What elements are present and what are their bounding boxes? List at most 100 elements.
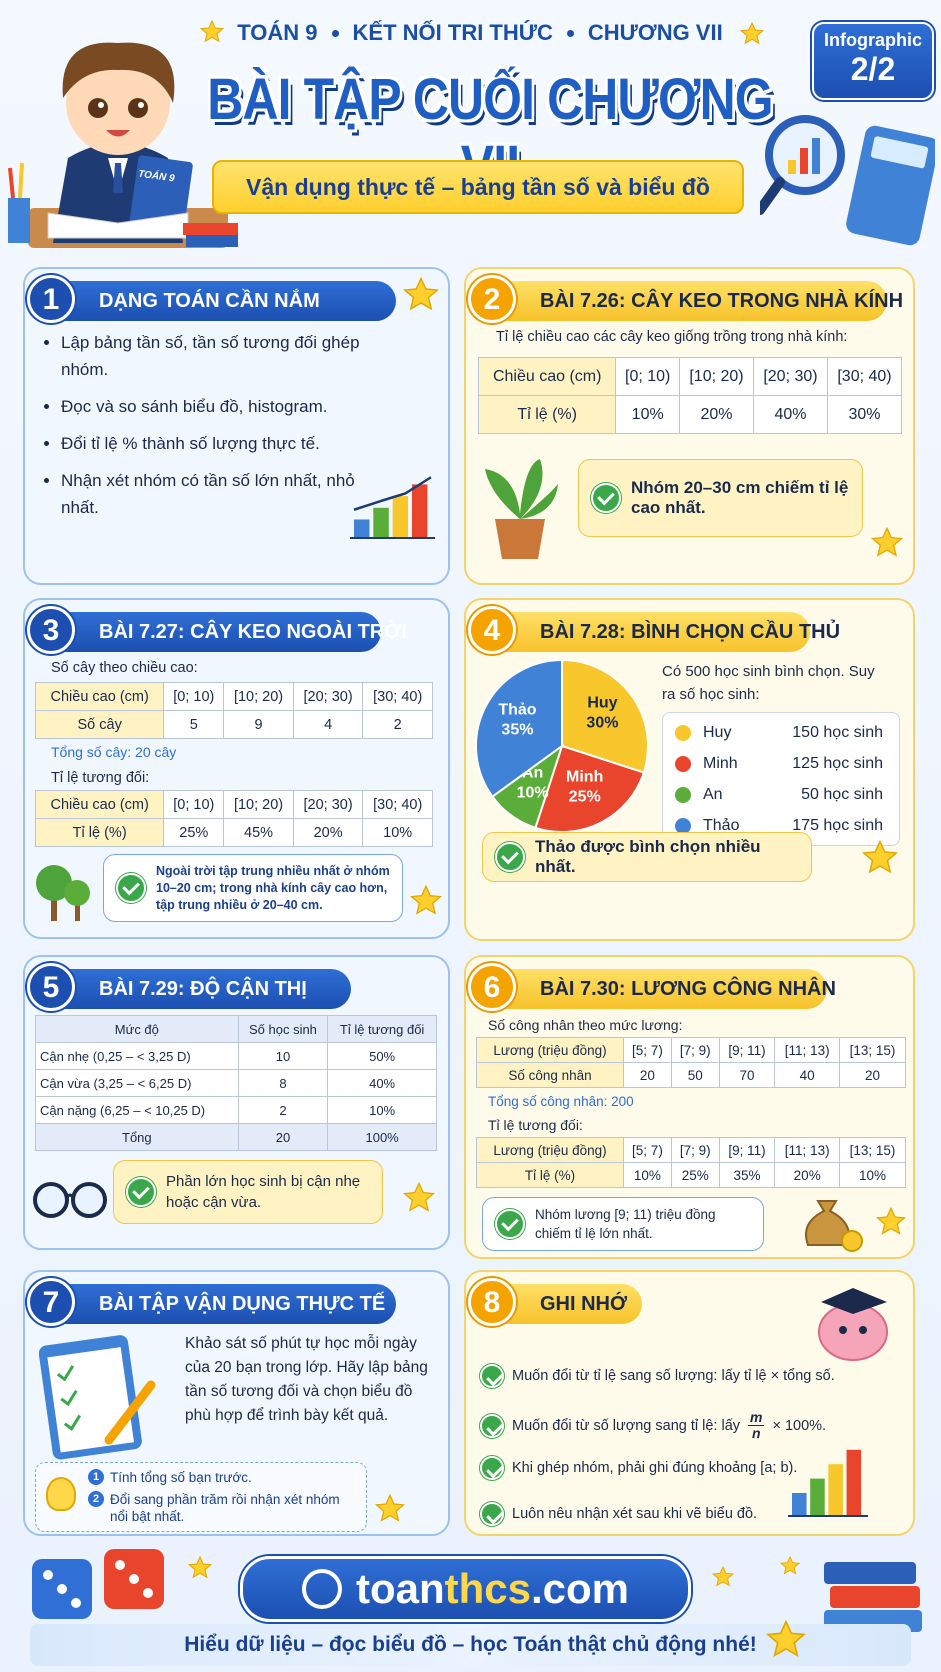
decor [871,527,903,557]
table-row: Cận vừa (3,25 – < 6,25 D) 8 40% [35,1069,437,1097]
table-cell: 10% [362,818,433,847]
table-row: Tổng 20 100% [35,1123,437,1151]
bar-icon-bar [354,519,370,537]
bar-icon-bar [411,484,428,537]
table-cell: [0; 10) [163,682,225,711]
decor [138,102,144,108]
pie-label-name: Thảo [498,701,536,718]
brand-pill: toan thcs .com [240,1556,691,1622]
table-row: Số cây 5 9 4 2 [34,710,433,739]
decor [403,277,439,311]
section-number: 4 [468,606,516,654]
bullet-item: Nhận xét nhóm có tần số lớn nhất, nhỏ nh… [61,467,391,521]
leaves [485,459,558,519]
section-title-bar: BÀI 7.27: CÂY KEO NGOÀI TRỜI [51,612,407,652]
table-cell: 2 [362,710,433,739]
tick [63,1414,82,1431]
check-icon [480,1364,504,1388]
table-cell: [11; 13) [774,1137,841,1163]
vote-legend: Huy 150 học sinh Minh 125 học sinh An 50 học … [662,712,900,846]
table-cell: Tỉ lệ (%) [34,818,165,847]
bar-icon [788,1449,868,1517]
section-title-bar: BÀI 7.26: CÂY KEO TRONG NHÀ KÍNH [492,281,903,321]
section-number: 3 [27,606,75,654]
trunk [51,893,57,921]
section-card: BÀI 7.27: CÂY KEO NGOÀI TRỜI 3 Số cây theo… [23,598,450,939]
table-cell: Lương (triệu đồng) [475,1037,625,1063]
section-title-bar: BÀI 7.29: ĐỘ CẬN THỊ [51,969,351,1009]
trunk [75,900,80,921]
pencil [104,1380,156,1445]
star [766,1620,806,1658]
table-cell: Tỉ lệ tương đối [327,1015,437,1043]
plant-icon [485,459,558,559]
bullet-item: Đọc và so sánh biểu đồ, histogram. [61,393,391,420]
data-table: Chiều cao (cm) [0; 10) [10; 20) [20; 30) [30… [477,357,903,434]
table-cell: Số học sinh [237,1015,329,1043]
eye [839,1326,847,1334]
table-row: Cận nhẹ (0,25 – < 3,25 D) 10 50% [35,1042,437,1070]
crown [64,880,90,906]
hint-row: 2 Đổi sang phần trăm rồi nhận xét nhóm nổ… [88,1491,358,1525]
table-cell: 5 [163,710,225,739]
table-cell: 25% [163,818,225,847]
table-row: Chiều cao (cm) [0; 10) [10; 20) [20; 30) [30… [477,357,903,396]
check-icon [480,1502,504,1526]
check-icon [116,873,146,903]
table-cell: 40 [774,1062,841,1088]
table-cell: 25% [670,1162,720,1188]
eye [859,1326,867,1334]
star [871,527,903,557]
legend-count: 175 học sinh [792,816,883,834]
table-row: Số công nhân 20 50 70 40 20 [475,1062,906,1088]
star [188,1556,212,1579]
legend-row: Huy 150 học sinh [663,717,899,748]
table-cell: Chiều cao (cm) [477,357,617,396]
table-row: Tỉ lệ (%) 25% 45% 20% 10% [34,818,433,847]
table-cell: 10% [327,1096,437,1124]
table-cell: 20% [292,818,364,847]
section-number: 5 [27,963,75,1011]
legend-name: Minh [703,754,738,772]
section-card: BÀI 7.29: ĐỘ CẬN THỊ 5 Mức độ Số học sinh Tỉ… [23,955,450,1250]
star [403,277,439,311]
intro-text: Tỉ lệ chiều cao các cây keo giống trồng … [496,329,848,345]
table-cell: Tổng [35,1123,239,1151]
memo-row: Luôn nêu nhận xét sau khi vẽ biểu đồ. [480,1502,757,1526]
data-table: Lương (triệu đồng) [5; 7) [7; 9) [9; 11) [11… [475,1137,906,1188]
pot [495,519,545,559]
bar-icon-bar [810,1478,825,1515]
table-cell: [5; 7) [623,1137,672,1163]
top-line-item: TOÁN 9 [237,20,318,45]
top-line-item: KẾT NỐI TRI THỨC [352,20,553,45]
table-cell: Lương (triệu đồng) [475,1137,625,1163]
table-row: Lương (triệu đồng) [5; 7) [7; 9) [9; 11) [11… [475,1037,906,1063]
table-cell: 10% [623,1162,672,1188]
pie-label-name: Huy [587,695,617,712]
decor [128,98,148,118]
section-number: 7 [27,1278,75,1326]
table-cell: 50% [327,1042,437,1070]
table-cell: Chiều cao (cm) [34,790,165,819]
tick [60,1389,78,1407]
decor [183,223,238,235]
table-cell: [10; 20) [678,357,754,396]
tree-icon [36,865,90,921]
decor [712,1566,734,1587]
star [712,1566,734,1587]
section-card: BÀI 7.30: LƯƠNG CÔNG NHÂN 6 Số công nhân t… [464,955,915,1259]
table-cell: [20; 30) [292,790,364,819]
note-text: Phần lớn học sinh bị cận nhẹ hoặc cận vừ… [166,1173,361,1211]
bar-icon [350,476,435,539]
note-box: Nhóm 20–30 cm chiếm tỉ lệ cao nhất. [578,459,863,537]
hint-text: Đổi sang phần trăm rồi nhận xét nhóm nổi… [110,1492,340,1524]
section-number: 8 [468,1278,516,1326]
star [403,1182,435,1212]
task-text: Khảo sát số phút tự học mỗi ngày của 20 … [185,1335,428,1424]
decor [760,177,785,215]
lens [71,1182,107,1218]
check-icon [591,483,621,513]
